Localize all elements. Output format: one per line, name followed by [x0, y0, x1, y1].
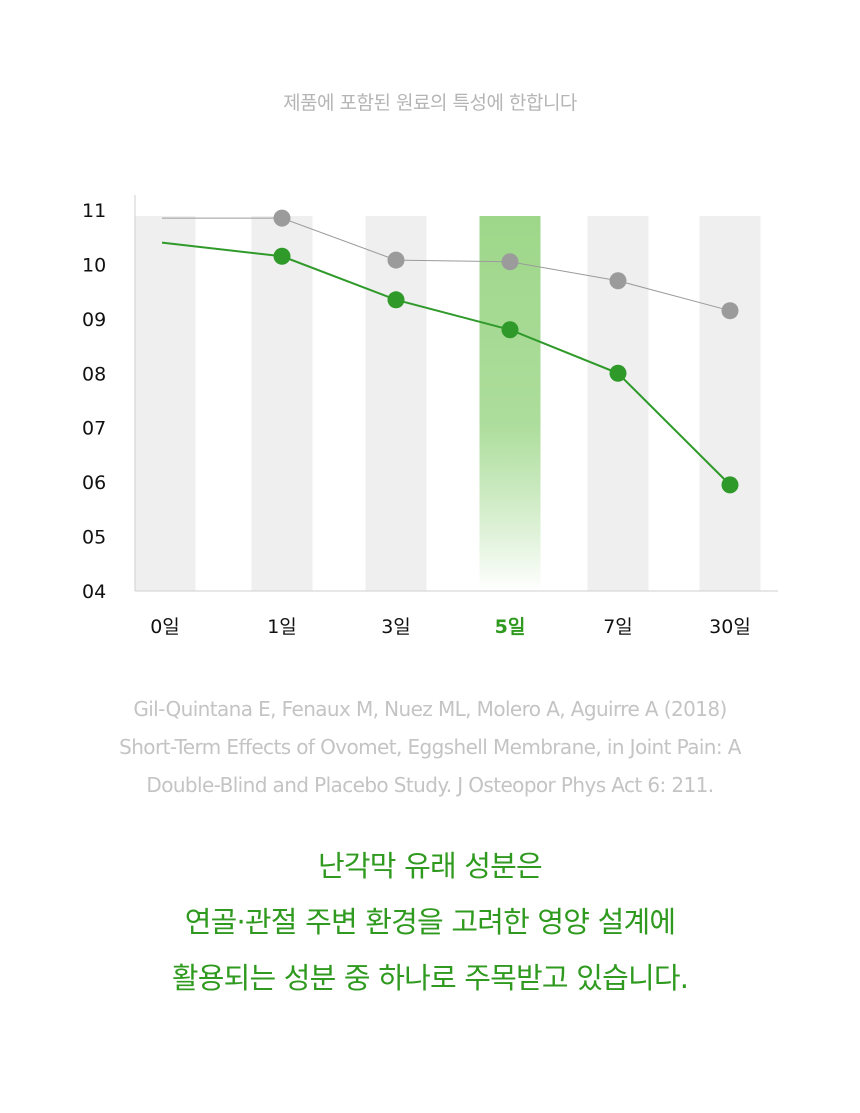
headline: 난각막 유래 성분은 연골·관절 주변 환경을 고려한 영양 설계에 활용되는 … — [0, 838, 860, 1006]
series-1-point — [721, 302, 739, 320]
x-tick-label: 1일 — [267, 616, 297, 638]
column-band — [587, 216, 649, 591]
series-1-point — [273, 209, 291, 227]
series-2-point — [273, 247, 291, 265]
column-band — [699, 216, 761, 591]
series-2-point — [609, 364, 627, 382]
series-line-2 — [161, 241, 731, 486]
y-tick-label: 08 — [82, 363, 106, 385]
series-1-point — [501, 253, 519, 271]
y-tick-label: 06 — [82, 472, 106, 494]
highlight-band — [479, 216, 541, 591]
series-2-point — [387, 291, 405, 309]
column-band — [251, 216, 313, 591]
y-tick-label: 04 — [82, 581, 106, 603]
x-tick-label: 30일 — [709, 616, 751, 638]
x-tick-label-highlight: 5일 — [495, 616, 526, 638]
x-tick-label: 3일 — [381, 616, 411, 638]
headline-line-3: 활용되는 성분 중 하나로 주목받고 있습니다. — [171, 961, 689, 995]
x-tick-label: 7일 — [603, 616, 633, 638]
disclaimer-text: 제품에 포함된 원료의 특성에 한합니다 — [283, 92, 577, 114]
series-line-1 — [162, 217, 731, 312]
series-2-point — [501, 321, 519, 339]
citation-line-3: Double-Blind and Placebo Study. J Osteop… — [146, 773, 714, 797]
series-1-point — [609, 272, 627, 290]
headline-line-1: 난각막 유래 성분은 — [318, 849, 543, 883]
series-2-point — [721, 476, 739, 494]
y-tick-label: 07 — [82, 418, 106, 440]
citation-line-1: Gil-Quintana E, Fenaux M, Nuez ML, Moler… — [133, 697, 727, 721]
x-tick-label: 0일 — [150, 616, 180, 638]
citation: Gil-Quintana E, Fenaux M, Nuez ML, Moler… — [0, 690, 860, 804]
y-tick-label: 10 — [82, 254, 106, 276]
y-tick-label: 09 — [82, 309, 106, 331]
citation-line-2: Short-Term Effects of Ovomet, Eggshell M… — [119, 735, 741, 759]
y-tick-label: 11 — [82, 200, 106, 222]
series-1-point — [387, 251, 405, 269]
column-band — [365, 216, 427, 591]
y-tick-label: 05 — [82, 527, 106, 549]
headline-line-2: 연골·관절 주변 환경을 고려한 영양 설계에 — [184, 905, 676, 939]
line-chart: 11 10 09 08 07 06 05 04 0일 1일 3일 5일 7일 30일 — [82, 195, 778, 638]
column-band — [134, 216, 196, 591]
